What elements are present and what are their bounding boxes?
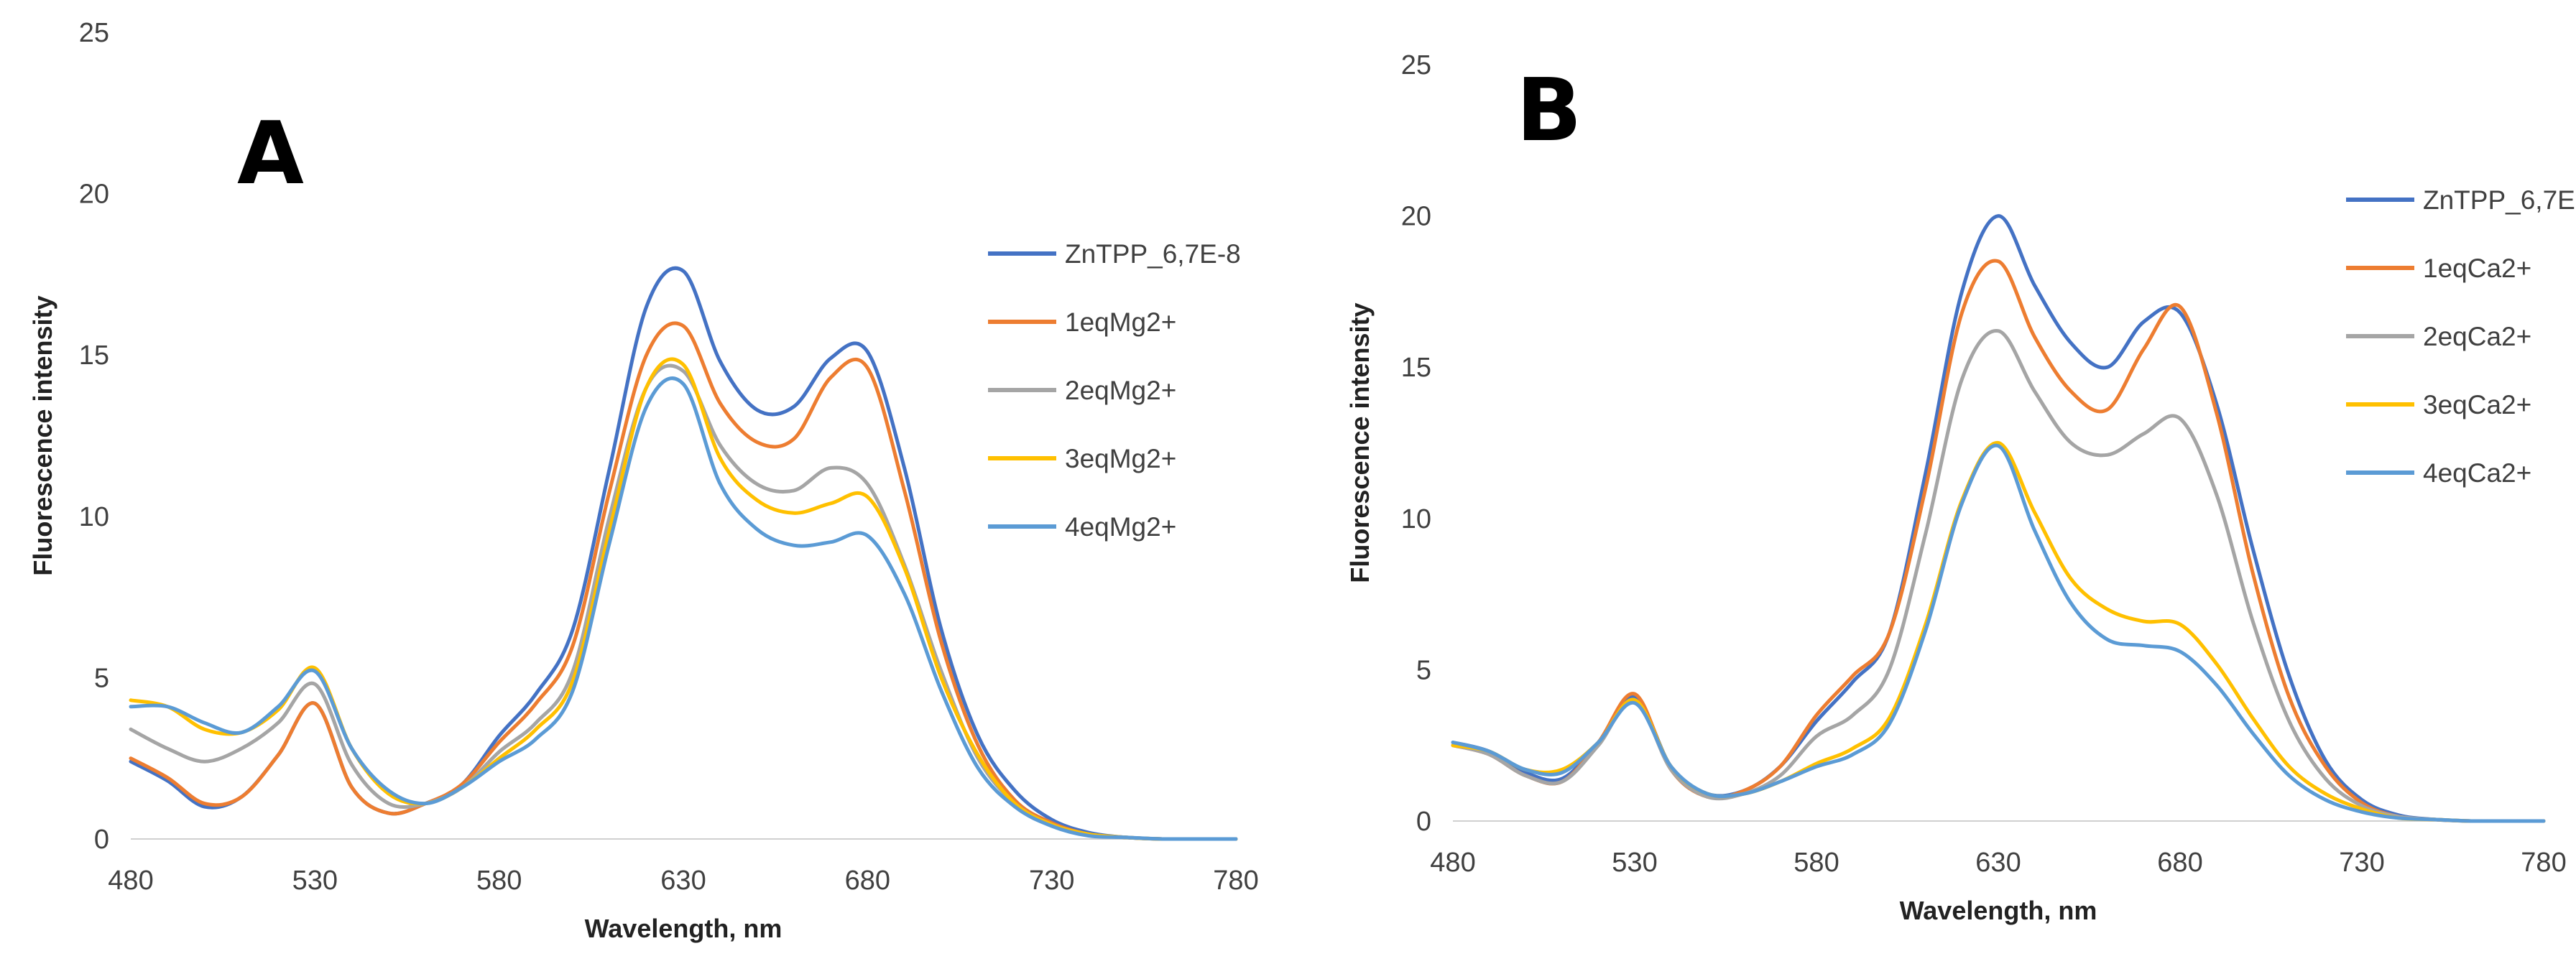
x-tick-label: 480	[1430, 848, 1475, 878]
series-line-5	[1451, 443, 2546, 823]
legend-label: ZnTPP_6,7E-8	[1065, 239, 1241, 269]
x-axis-title: Wavelength, nm	[1900, 896, 2097, 925]
panel-label: B	[1516, 61, 1582, 161]
x-tick-label: 530	[292, 866, 338, 896]
legend-label: ZnTPP_6,7E-8	[2423, 185, 2576, 215]
legend-label: 2eqCa2+	[2423, 322, 2531, 351]
y-tick-label: 15	[79, 340, 109, 371]
y-axis-title: Fluorescence intensity	[1345, 302, 1375, 583]
x-tick-label: 480	[108, 866, 153, 896]
series-line-2	[129, 321, 1238, 841]
y-tick-label: 10	[79, 502, 109, 532]
legend-label: 4eqMg2+	[1065, 512, 1176, 542]
y-tick-label: 10	[1401, 504, 1431, 534]
y-tick-label: 20	[79, 180, 109, 210]
x-tick-label: 730	[2339, 848, 2384, 878]
y-tick-label: 20	[1401, 202, 1431, 232]
legend-label: 2eqMg2+	[1065, 376, 1176, 405]
series-line-5	[129, 376, 1238, 841]
y-tick-label: 25	[1401, 50, 1431, 80]
x-tick-label: 780	[2521, 848, 2566, 878]
chart-panel-a: 0 5 10 15 20 25 480 530 580 630 680 730 780 Wavelengt…	[28, 18, 1259, 943]
x-tick-label: 580	[1793, 848, 1839, 878]
x-tick-label: 580	[476, 866, 522, 896]
y-axis-title: Fluorescence intensity	[28, 295, 57, 575]
legend-label: 4eqCa2+	[2423, 458, 2531, 488]
y-tick-label: 25	[79, 18, 109, 48]
y-tick-label: 0	[1416, 807, 1431, 837]
panel-label: A	[237, 104, 304, 204]
x-tick-label: 630	[660, 866, 706, 896]
y-tick-label: 5	[1416, 655, 1431, 685]
x-tick-label: 680	[2157, 848, 2202, 878]
x-tick-label: 680	[845, 866, 890, 896]
x-tick-label: 530	[1612, 848, 1657, 878]
y-tick-label: 15	[1401, 353, 1431, 383]
x-tick-label: 730	[1029, 866, 1074, 896]
legend-label: 3eqCa2+	[2423, 390, 2531, 419]
x-tick-label: 780	[1213, 866, 1258, 896]
x-axis-title: Wavelength, nm	[585, 914, 783, 943]
y-tick-label: 5	[94, 663, 109, 693]
legend-label: 1eqCa2+	[2423, 254, 2531, 283]
x-tick-label: 630	[1975, 848, 2021, 878]
legend-label: 1eqMg2+	[1065, 307, 1176, 337]
chart-panel-b: 0 5 10 15 20 25 480 530 580 630 680 730 780 Wavelengt…	[1345, 50, 2576, 925]
y-tick-label: 0	[94, 825, 109, 855]
legend-label: 3eqMg2+	[1065, 444, 1176, 473]
